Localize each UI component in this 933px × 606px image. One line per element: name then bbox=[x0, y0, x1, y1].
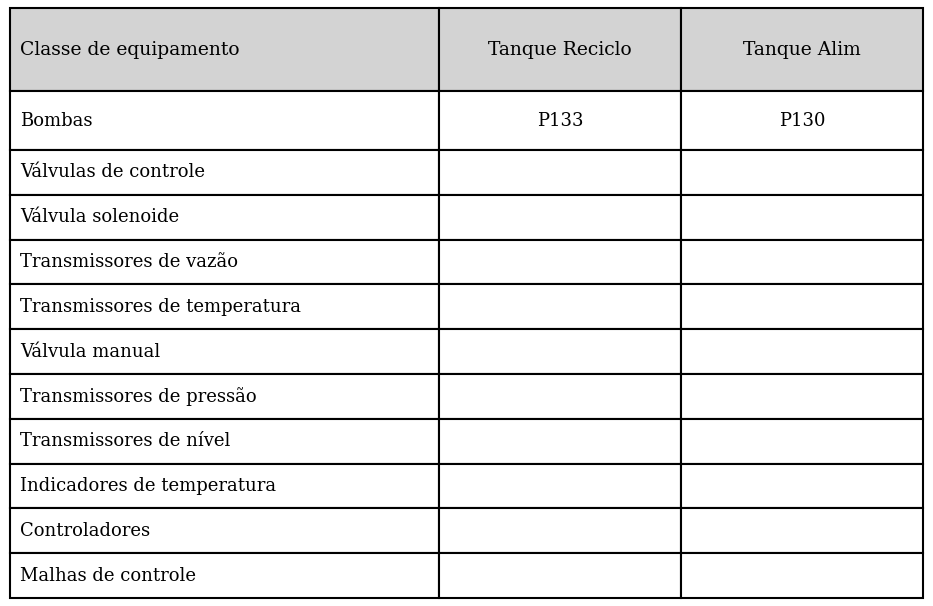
Bar bbox=[681, 508, 923, 553]
Bar bbox=[10, 92, 439, 150]
Bar bbox=[439, 8, 681, 92]
Bar bbox=[10, 284, 439, 329]
Bar bbox=[10, 374, 439, 419]
Bar bbox=[439, 464, 681, 508]
Bar bbox=[10, 508, 439, 553]
Bar bbox=[10, 329, 439, 374]
Bar bbox=[10, 8, 439, 92]
Text: Transmissores de pressão: Transmissores de pressão bbox=[20, 387, 257, 406]
Text: P130: P130 bbox=[779, 112, 826, 130]
Text: Válvula solenoide: Válvula solenoide bbox=[20, 208, 179, 226]
Bar bbox=[681, 419, 923, 464]
Text: Transmissores de temperatura: Transmissores de temperatura bbox=[20, 298, 301, 316]
Bar bbox=[681, 374, 923, 419]
Bar bbox=[681, 464, 923, 508]
Text: Transmissores de nível: Transmissores de nível bbox=[20, 432, 230, 450]
Text: Indicadores de temperatura: Indicadores de temperatura bbox=[20, 477, 276, 495]
Text: Malhas de controle: Malhas de controle bbox=[20, 567, 196, 585]
Bar bbox=[439, 553, 681, 598]
Text: Tanque Alim: Tanque Alim bbox=[744, 41, 861, 59]
Bar bbox=[681, 329, 923, 374]
Text: Transmissores de vazão: Transmissores de vazão bbox=[20, 253, 238, 271]
Bar bbox=[439, 239, 681, 284]
Bar bbox=[681, 239, 923, 284]
Bar bbox=[10, 195, 439, 239]
Bar bbox=[10, 239, 439, 284]
Bar bbox=[439, 374, 681, 419]
Bar bbox=[681, 92, 923, 150]
Bar bbox=[10, 464, 439, 508]
Bar bbox=[10, 419, 439, 464]
Text: Válvulas de controle: Válvulas de controle bbox=[20, 163, 205, 181]
Bar bbox=[439, 195, 681, 239]
Bar bbox=[439, 329, 681, 374]
Text: Tanque Reciclo: Tanque Reciclo bbox=[488, 41, 632, 59]
Bar bbox=[439, 419, 681, 464]
Text: Classe de equipamento: Classe de equipamento bbox=[20, 41, 240, 59]
Bar bbox=[681, 8, 923, 92]
Text: P133: P133 bbox=[536, 112, 583, 130]
Bar bbox=[439, 284, 681, 329]
Bar bbox=[439, 150, 681, 195]
Bar bbox=[439, 92, 681, 150]
Bar bbox=[681, 195, 923, 239]
Bar bbox=[439, 508, 681, 553]
Bar bbox=[10, 150, 439, 195]
Bar bbox=[681, 150, 923, 195]
Bar bbox=[10, 553, 439, 598]
Bar bbox=[681, 553, 923, 598]
Text: Bombas: Bombas bbox=[20, 112, 92, 130]
Bar bbox=[681, 284, 923, 329]
Text: Válvula manual: Válvula manual bbox=[20, 342, 160, 361]
Text: Controladores: Controladores bbox=[20, 522, 150, 540]
